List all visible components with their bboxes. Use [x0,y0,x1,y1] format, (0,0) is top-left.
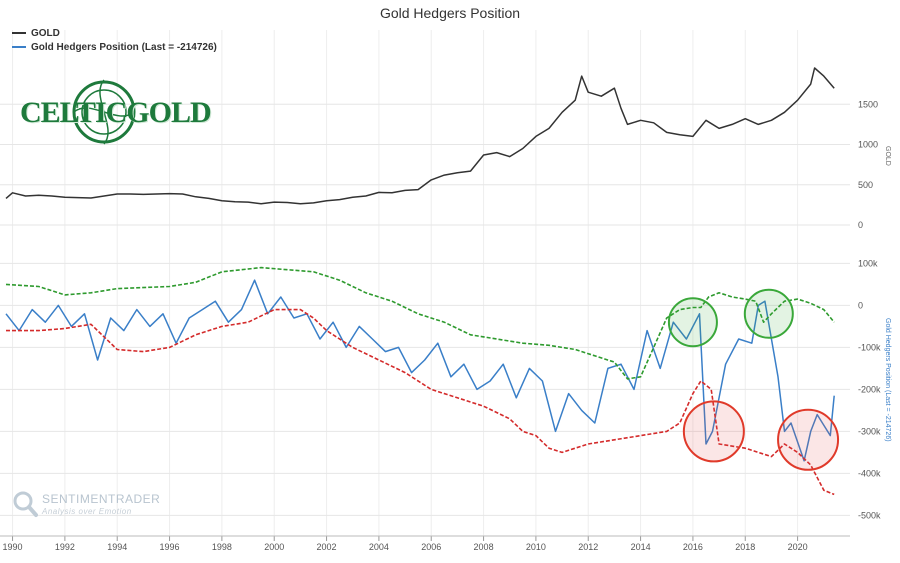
series-line-gold [5,67,835,205]
x-tick-label-2010: 2010 [526,542,546,552]
series-line-upper-band [5,266,835,380]
hedgers-position-y-tick-label: -500k [858,510,881,520]
annotations [667,288,840,471]
hedgers-axis-label: Gold Hedgers Position (Last = -214726) [884,318,891,442]
x-tick-label-1996: 1996 [160,542,180,552]
x-tick-label-1990: 1990 [3,542,23,552]
x-axis: 1990 1992 1994 1996 1998 2000 2002 2004 2006 2008… [0,535,850,552]
celticgold-wordmark: CELTICGOLD [20,96,212,129]
chart-title: Gold Hedgers Position [379,5,521,21]
x-tick-label-2006: 2006 [421,542,441,552]
series-line-lower-band [6,308,835,496]
hedgers-position-y-tick-label: 0 [858,300,863,310]
gold-axis-label: GOLD [884,146,891,166]
x-tick-label-2000: 2000 [264,542,284,552]
celticgold-logo: CELTICGOLD [20,76,212,148]
gold-price-y-tick-label: 1500 [858,99,878,109]
hedgers-position-y-tick-label: 100k [858,258,878,268]
annotation-circle-red [777,408,840,471]
sentimentrader-tagline: Analysis over Emotion [42,507,132,516]
legend-item-gold[interactable]: GOLD [12,26,217,40]
annotation-circle-green [743,288,794,339]
sentimentrader-name: SENTIMENTRADER [42,492,161,506]
legend-swatch-hedgers [12,46,26,48]
series-line-gold-hedgers-position-last-214726- [5,279,835,462]
x-tick-label-2014: 2014 [631,542,651,552]
legend-swatch-gold [12,32,26,34]
annotation-circle-green [667,297,718,348]
hedgers-position-y-tick-label: -100k [858,342,881,352]
x-tick-label-1994: 1994 [107,542,127,552]
hedgers-position-y-tick-label: -400k [858,468,881,478]
hedgers-panel [5,266,835,496]
x-tick-label-2004: 2004 [369,542,389,552]
gold-price-y-tick-label: 0 [858,220,863,230]
legend-label-hedgers: Gold Hedgers Position (Last = -214726) [31,41,217,53]
x-tick-label-2016: 2016 [683,542,703,552]
y-axis: 0 500 1000 1500 100k 0 -100k -200k -300k -400k -50… [858,99,881,520]
sentimentrader-logo: SENTIMENTRADER Analysis over Emotion [12,490,172,520]
x-tick-label-2012: 2012 [578,542,598,552]
x-tick-label-2002: 2002 [317,542,337,552]
annotation-circle-red [682,400,745,463]
x-tick-label-1998: 1998 [212,542,232,552]
hedgers-position-y-tick-label: -300k [858,426,881,436]
x-tick-label-2018: 2018 [735,542,755,552]
gold-price-y-tick-label: 500 [858,180,873,190]
legend: GOLD Gold Hedgers Position (Last = -2147… [12,26,217,54]
gold-price-y-tick-label: 1000 [858,140,878,150]
x-tick-label-2020: 2020 [788,542,808,552]
hedgers-position-y-tick-label: -200k [858,384,881,394]
x-tick-label-2008: 2008 [474,542,494,552]
legend-item-hedgers[interactable]: Gold Hedgers Position (Last = -214726) [12,40,217,54]
legend-label-gold: GOLD [31,27,60,39]
gold-panel [5,67,835,205]
x-tick-label-1992: 1992 [55,542,75,552]
celtic-knot-icon [72,79,136,145]
magnifier-icon [13,491,38,517]
